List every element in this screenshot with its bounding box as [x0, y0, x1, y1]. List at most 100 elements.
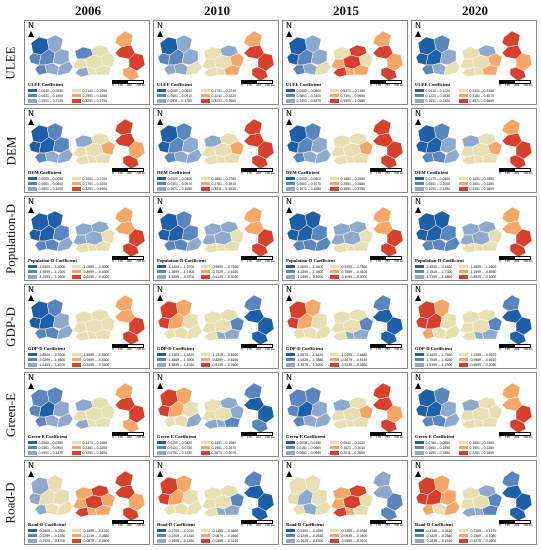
legend-entry: 0.3201 – 0.3800 — [72, 450, 114, 455]
scale-bar-labels: 0 175 350 700 km — [112, 83, 146, 87]
map-region — [243, 206, 263, 224]
legend-entry: -0.2159 – -0.1570 — [459, 528, 501, 533]
north-arrow-icon: N ▲ — [157, 461, 164, 478]
legend-entry: -0.4099 – -0.3000 — [330, 274, 372, 279]
legend-label: 0.1851 – 0.2350 — [469, 181, 495, 186]
legend-title: ULEE Coefficient — [415, 82, 451, 87]
legend-title: Road-D Coefficient — [157, 522, 195, 527]
map-region — [114, 30, 134, 48]
legend: Road-D Coefficient -0.4150 – -0.3430 -0.21… — [415, 522, 535, 544]
legend-entry: 0.5371 – 0.7190 — [330, 88, 372, 93]
map-region — [243, 118, 263, 136]
legend-entry: 0.1001 – 0.1490 — [415, 186, 457, 191]
legend-swatch — [201, 264, 210, 269]
legend-entry: -0.0679 – -0.0460 — [201, 533, 243, 538]
map-region — [74, 506, 90, 518]
legend: DEM Coefficient 0.0170 – 0.0500 0.1491 – 0… — [415, 170, 535, 192]
map-region — [487, 404, 503, 420]
legend-entries: 0.0060 – 0.0600 0.1751 – 0.2240 0.0601 – 0… — [157, 88, 277, 104]
legend-entry: -0.6479 – -0.5140 — [330, 357, 372, 362]
legend-swatch — [28, 182, 37, 186]
legend-swatch — [415, 528, 424, 533]
map-region — [56, 60, 74, 76]
legend-entries: 0.0010 – 0.1220 0.2401 – 0.3160 0.1221 – 0… — [415, 88, 535, 104]
legend-swatch — [72, 446, 81, 450]
north-arrow-label: N — [415, 373, 421, 382]
legend-entries: -0.2700 – -0.2210 -0.1459 – -0.0680 -0.220… — [157, 528, 277, 544]
legend-label: 0.0000 – 0.0050 — [38, 176, 64, 181]
legend-swatch — [415, 451, 424, 455]
scale-bar-label: 0 — [241, 83, 243, 87]
legend-entry: 0.2671 – 0.3070 — [201, 450, 243, 455]
legend-title: Green-E Coefficient — [28, 434, 68, 439]
choropleth-map — [157, 30, 275, 82]
legend-swatch — [286, 528, 295, 533]
legend-label: -0.4249 – -0.2630 — [296, 533, 324, 538]
scale-bar: 0 175 350 700 km — [370, 256, 404, 264]
legend-entries: 0.0000 – 0.0300 0.1651 – 0.2780 0.0301 – 0… — [157, 176, 277, 192]
legend-swatch — [415, 358, 424, 362]
scale-bar-label: 0 — [241, 347, 243, 351]
legend-label: -0.8259 – -0.6150 — [211, 357, 239, 362]
scale-bar-label: 0 — [241, 435, 243, 439]
legend-title: Green-E Coefficient — [286, 434, 326, 439]
legend-swatch — [286, 88, 295, 93]
map-region — [358, 228, 374, 244]
legend-swatch — [72, 264, 81, 269]
scale-bar-label: 700 km — [394, 347, 404, 351]
legend-swatch — [28, 446, 37, 450]
map-region — [114, 118, 134, 136]
legend-entry: -1.2299 – -0.9570 — [459, 352, 501, 357]
map-region — [157, 228, 171, 242]
legend-swatch — [286, 94, 295, 98]
legend-label: 0.2011 – 0.2600 — [340, 450, 365, 455]
legend-swatch — [286, 352, 295, 357]
map-region — [421, 240, 435, 252]
map-region — [302, 502, 318, 516]
legend-entries: 0.0080 – 0.0800 0.5371 – 0.7190 0.0801 – 0… — [286, 88, 406, 104]
legend-swatch — [72, 534, 81, 538]
legend-swatch — [415, 352, 424, 357]
legend-swatch — [157, 187, 166, 191]
legend-entry: 0.0151 – 0.0660 — [286, 445, 328, 450]
legend-entry: 0.9901 – 1.0580 — [330, 98, 372, 103]
legend-entry: -1.1899 – -0.9700 — [157, 274, 199, 279]
north-arrow-icon: N ▲ — [286, 373, 293, 390]
legend-entry: -1.2599 – -0.8930 — [459, 269, 501, 274]
scale-bar: 0 175 350 700 km — [112, 256, 146, 264]
legend-entry: 0.7191 – 0.9900 — [330, 93, 372, 98]
legend-label: 0.1001 – 0.1490 — [425, 186, 451, 191]
legend-swatch — [415, 182, 424, 186]
scale-bar-label: 0 — [370, 523, 372, 527]
legend-swatch — [157, 94, 166, 98]
legend-entry: -0.1929 – -0.1700 — [28, 538, 70, 543]
legend-swatch — [28, 99, 37, 103]
legend-entry: 0.0501 – 0.1070 — [286, 181, 328, 186]
legend-label: 0.3201 – 0.3800 — [82, 450, 108, 455]
legend-label: -1.2299 – -0.9570 — [469, 352, 497, 357]
map-region — [332, 330, 348, 342]
scale-bar-label: 350 — [384, 435, 390, 439]
legend-label: -1.4859 – -1.2600 — [469, 264, 497, 269]
map-region — [243, 30, 263, 48]
scale-bar-label: 350 — [126, 435, 132, 439]
legend-swatch — [330, 270, 339, 274]
legend-entry: 0.0901 – 0.1470 — [28, 450, 70, 455]
legend-entry: 0.0080 – 0.0800 — [286, 88, 328, 93]
legend-entry: 0.2781 – 0.3910 — [201, 181, 243, 186]
legend-swatch — [459, 176, 468, 181]
scale-bar-label: 700 km — [265, 259, 275, 263]
legend-swatch — [415, 88, 424, 93]
scale-bar: 0 175 350 700 km — [370, 80, 404, 88]
legend-swatch — [459, 539, 468, 543]
map-region — [114, 294, 134, 312]
legend-entries: 0.0780 – 0.0950 0.1581 – 0.1900 0.0951 – 0… — [415, 440, 535, 456]
legend: GDP-D Coefficient -2.8500 – -2.0300 -1.469… — [28, 346, 148, 368]
map-panel-population-d-2006: N ▲ 0 175 350 700 km Population-D Coefficient -… — [24, 196, 150, 281]
legend-label: 0.0000 – 0.0300 — [167, 176, 193, 181]
legend-entry: 0.0501 – 0.1000 — [415, 181, 457, 186]
legend-label: -0.5299 – -0.3300 — [82, 362, 110, 367]
map-region — [431, 326, 447, 340]
legend-entry: 0.0801 – 0.2400 — [286, 93, 328, 98]
legend-label: 0.0351 – 0.0900 — [38, 445, 64, 450]
